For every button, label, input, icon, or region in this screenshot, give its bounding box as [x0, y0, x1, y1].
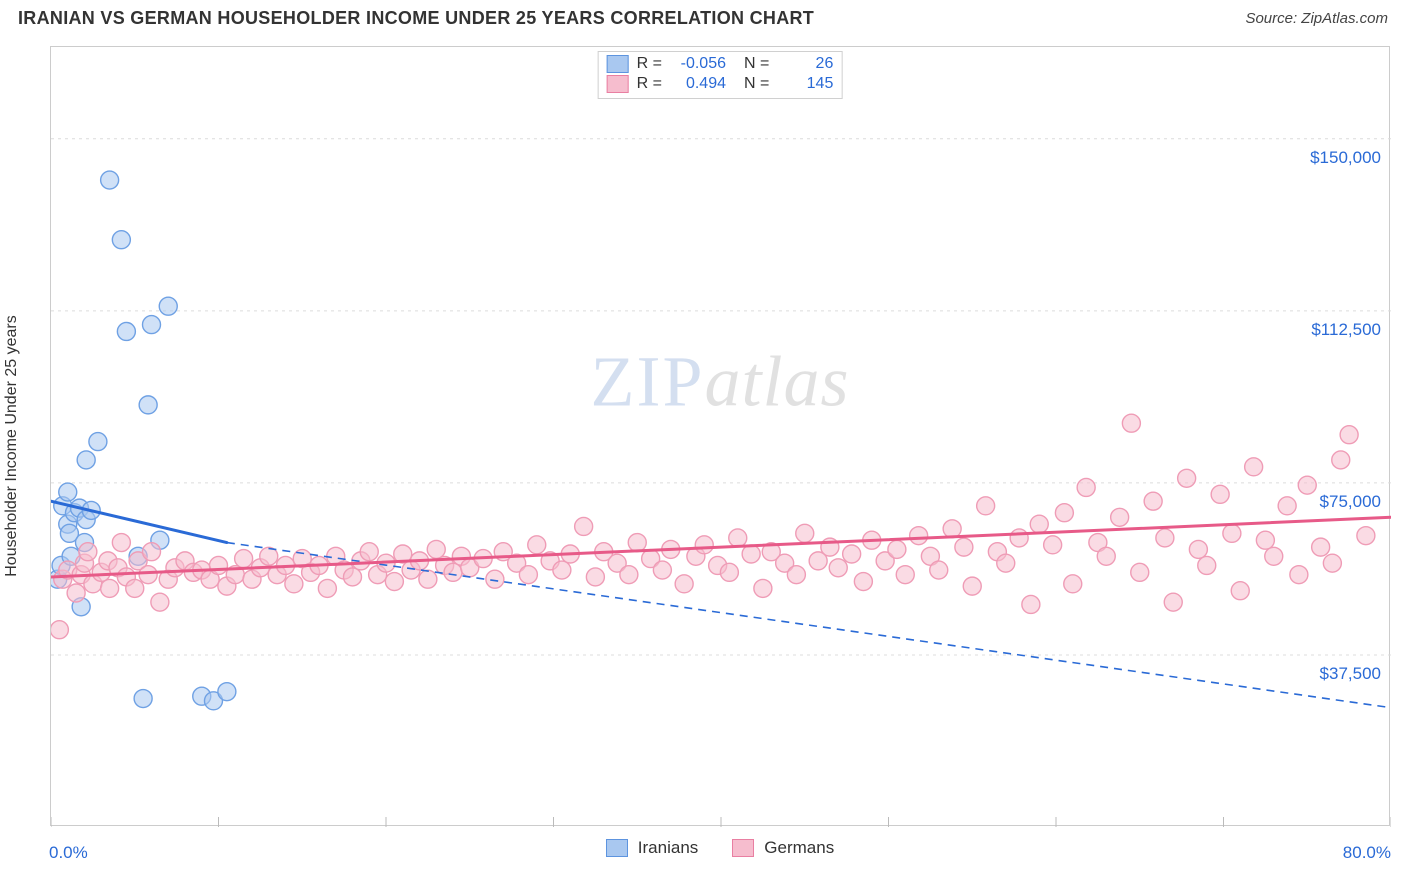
legend-correlation-row: R = -0.056 N = 26 — [607, 54, 834, 74]
legend-r-label: R = — [637, 55, 662, 73]
legend-n-label: N = — [744, 55, 769, 73]
legend-n-value: 26 — [777, 55, 833, 73]
legend-correlation: R = -0.056 N = 26 R = 0.494 N = 145 — [598, 51, 843, 99]
legend-n-label: N = — [744, 75, 769, 93]
chart-source: Source: ZipAtlas.com — [1245, 10, 1388, 27]
y-axis-label: Householder Income Under 25 years — [3, 315, 21, 576]
legend-r-value: 0.494 — [670, 75, 726, 93]
legend-n-value: 145 — [777, 75, 833, 93]
legend-series-label: Iranians — [638, 838, 698, 858]
legend-correlation-row: R = 0.494 N = 145 — [607, 74, 834, 94]
svg-text:$112,500: $112,500 — [1311, 320, 1381, 339]
chart-plot: $37,500 $75,000 $112,500 $150,000 — [51, 47, 1391, 827]
legend-r-label: R = — [637, 75, 662, 93]
x-axis-min-label: 0.0% — [49, 843, 88, 863]
legend-swatch — [607, 75, 629, 93]
chart-frame: $37,500$75,000$112,500$150,000 ZIPatlas … — [50, 46, 1390, 826]
chart-title: IRANIAN VS GERMAN HOUSEHOLDER INCOME UND… — [18, 8, 814, 29]
svg-text:$75,000: $75,000 — [1320, 492, 1381, 511]
legend-swatch — [607, 55, 629, 73]
legend-r-value: -0.056 — [670, 55, 726, 73]
legend-swatch — [732, 839, 754, 857]
svg-text:$37,500: $37,500 — [1320, 664, 1381, 683]
legend-swatch — [606, 839, 628, 857]
legend-series-label: Germans — [764, 838, 834, 858]
legend-series-item: Germans — [732, 838, 834, 858]
legend-series-item: Iranians — [606, 838, 698, 858]
svg-text:$150,000: $150,000 — [1310, 148, 1381, 167]
x-axis-max-label: 80.0% — [1343, 843, 1391, 863]
legend-series: Iranians Germans — [51, 833, 1389, 863]
